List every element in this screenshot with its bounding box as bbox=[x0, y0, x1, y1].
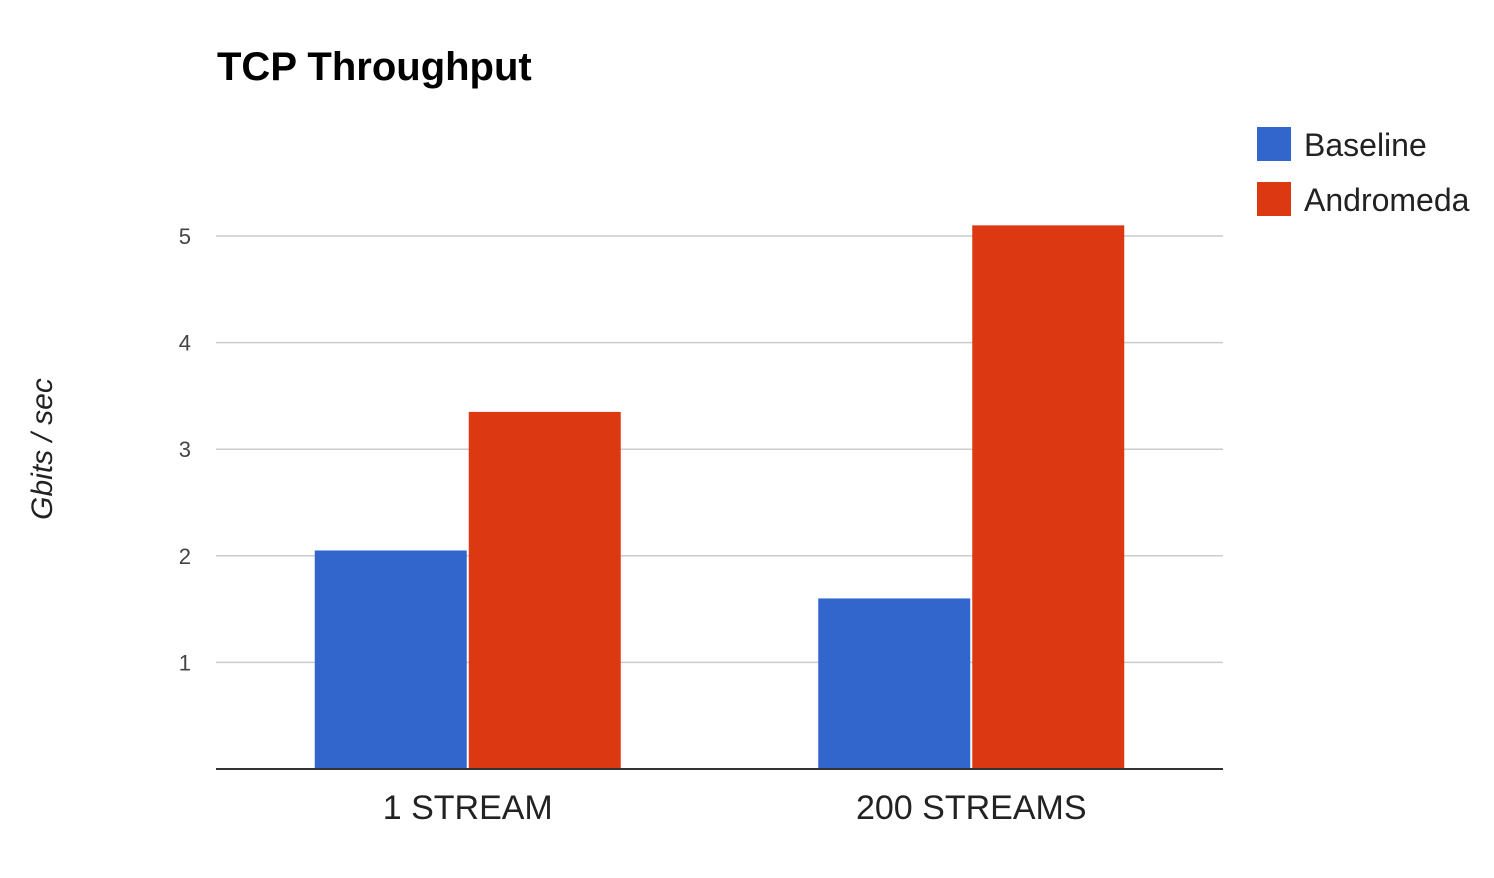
legend-label-baseline: Baseline bbox=[1304, 127, 1427, 163]
y-tick-label: 5 bbox=[179, 224, 191, 249]
y-tick-label: 3 bbox=[179, 437, 191, 462]
bar-andromeda-2 bbox=[972, 225, 1125, 770]
x-category-label: 1 STREAM bbox=[383, 789, 553, 827]
legend: Baseline Andromeda bbox=[1257, 127, 1470, 218]
y-tick-labels: 1 2 3 4 5 bbox=[179, 224, 191, 675]
legend-swatch-andromeda bbox=[1257, 182, 1291, 216]
bar-baseline-1 bbox=[314, 550, 467, 769]
y-tick-label: 4 bbox=[179, 331, 191, 356]
y-axis-label: Gbits / sec bbox=[26, 378, 59, 520]
x-category-label: 200 STREAMS bbox=[856, 789, 1087, 827]
chart-title: TCP Throughput bbox=[217, 45, 532, 89]
bars bbox=[314, 225, 1125, 770]
legend-swatch-baseline bbox=[1257, 127, 1291, 161]
legend-label-andromeda: Andromeda bbox=[1304, 182, 1470, 218]
bar-baseline-2 bbox=[818, 598, 971, 769]
x-category-labels: 1 STREAM 200 STREAMS bbox=[383, 789, 1087, 827]
bar-andromeda-1 bbox=[468, 411, 621, 769]
y-tick-label: 1 bbox=[179, 650, 191, 675]
y-tick-label: 2 bbox=[179, 544, 191, 569]
